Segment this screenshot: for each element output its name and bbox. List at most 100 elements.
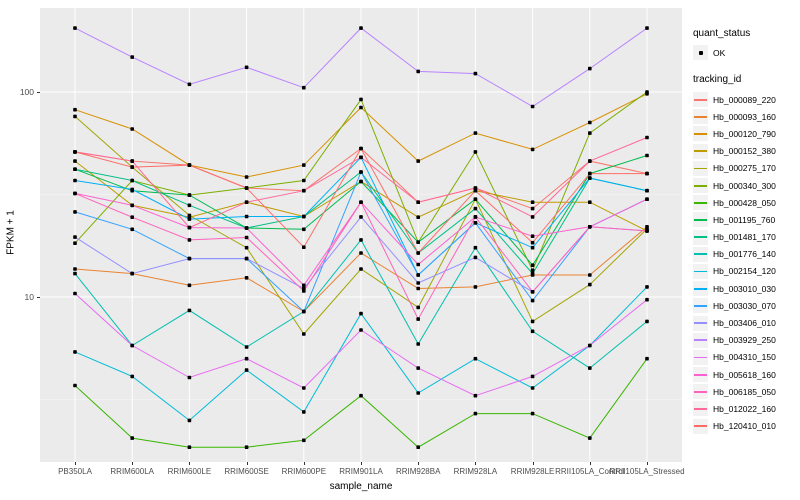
- data-point: [73, 178, 77, 183]
- data-point: [73, 114, 77, 119]
- data-point: [302, 245, 306, 249]
- data-point: [130, 55, 134, 59]
- data-point: [130, 215, 134, 219]
- data-point: [73, 210, 77, 214]
- data-point: [187, 203, 192, 208]
- data-point: [359, 170, 363, 174]
- data-point: [359, 393, 363, 398]
- legend-label: Hb_003929_250: [713, 335, 776, 346]
- x-tick-mark: [647, 462, 648, 465]
- line-key-icon: [693, 332, 708, 348]
- plot-canvas: [40, 8, 682, 462]
- x-tick-mark: [246, 462, 248, 465]
- x-tick-label-PB350LA: PB350LA: [58, 467, 92, 476]
- data-point: [187, 217, 192, 221]
- legend-color-line: [694, 133, 707, 135]
- data-point: [244, 226, 249, 230]
- black-point-icon: [699, 51, 703, 55]
- data-point: [588, 131, 592, 135]
- data-point: [588, 343, 592, 348]
- data-point: [416, 286, 420, 291]
- data-point: [530, 329, 535, 334]
- data-point: [73, 291, 77, 296]
- data-point: [302, 214, 306, 219]
- data-point: [244, 214, 249, 219]
- data-point: [416, 445, 420, 449]
- legend-color-line: [694, 150, 707, 153]
- data-point: [130, 165, 134, 169]
- data-point: [416, 159, 420, 163]
- legend-label: Hb_000089_220: [713, 94, 776, 105]
- data-point: [244, 65, 249, 70]
- data-point: [588, 225, 592, 229]
- legend-color-line: [694, 184, 707, 187]
- x-tick-label-RRIM928LE: RRIM928LE: [510, 467, 555, 476]
- x-tick-mark: [475, 462, 477, 465]
- legend-label: Hb_003010_030: [713, 283, 776, 294]
- legend-entry-Hb_003929_250: Hb_003929_250: [693, 332, 799, 349]
- legend-entry-Hb_000275_170: Hb_000275_170: [693, 160, 799, 177]
- plot-panel: [40, 8, 682, 462]
- legend: quant_status OK tracking_id Hb_000089_22…: [693, 28, 799, 435]
- data-point: [73, 241, 77, 245]
- data-point: [244, 276, 249, 280]
- data-point: [244, 235, 249, 240]
- data-point: [187, 213, 192, 218]
- data-point: [473, 197, 478, 201]
- data-point: [530, 271, 535, 276]
- data-point: [416, 273, 420, 277]
- legend-color-line: [694, 408, 707, 410]
- data-point: [130, 178, 134, 183]
- data-point: [416, 69, 420, 74]
- data-point: [473, 150, 478, 154]
- data-point: [359, 97, 363, 102]
- x-tick-mark: [418, 462, 420, 465]
- data-point: [645, 188, 649, 193]
- x-tick-label-RRII105LA_Control: RRII105LA_Control: [555, 467, 625, 476]
- data-point: [73, 191, 77, 196]
- data-point: [73, 26, 77, 30]
- data-point: [302, 85, 306, 90]
- data-point: [359, 105, 363, 110]
- data-point: [187, 193, 192, 197]
- data-point: [73, 167, 77, 171]
- data-point: [530, 240, 535, 245]
- data-point: [473, 71, 478, 76]
- x-tick-mark: [75, 462, 76, 465]
- data-point: [473, 393, 478, 398]
- data-point: [473, 188, 478, 193]
- legend-label: Hb_001195_760: [713, 214, 776, 225]
- line-key-icon: [693, 229, 708, 245]
- data-point: [302, 438, 306, 443]
- legend-entry-Hb_005618_160: Hb_005618_160: [693, 366, 799, 383]
- data-point: [130, 187, 134, 192]
- data-point: [416, 240, 420, 244]
- data-point: [473, 255, 478, 260]
- line-key-icon: [693, 367, 708, 383]
- legend-color-line: [694, 287, 707, 290]
- data-point: [530, 290, 535, 294]
- data-point: [645, 153, 649, 158]
- data-point: [130, 203, 134, 208]
- data-point: [588, 159, 592, 163]
- legend-tracking-entries: Hb_000089_220 Hb_000093_160 Hb_000120_790 H…: [693, 91, 799, 435]
- line-key-icon: [693, 418, 708, 434]
- data-point: [645, 135, 649, 140]
- x-tick-mark: [361, 462, 362, 465]
- data-point: [302, 386, 306, 390]
- data-point: [302, 163, 306, 167]
- data-point: [73, 107, 77, 112]
- legend-label: Hb_001481_170: [713, 232, 776, 243]
- data-point: [359, 146, 363, 151]
- data-point: [530, 215, 535, 219]
- data-point: [359, 267, 363, 271]
- legend-entry-Hb_006185_050: Hb_006185_050: [693, 383, 799, 400]
- data-point: [416, 366, 420, 370]
- data-point: [473, 245, 478, 250]
- line-key-icon: [693, 281, 708, 297]
- legend-color-line: [694, 390, 707, 393]
- data-point: [473, 356, 478, 361]
- data-point: [187, 256, 192, 261]
- data-point: [187, 445, 192, 449]
